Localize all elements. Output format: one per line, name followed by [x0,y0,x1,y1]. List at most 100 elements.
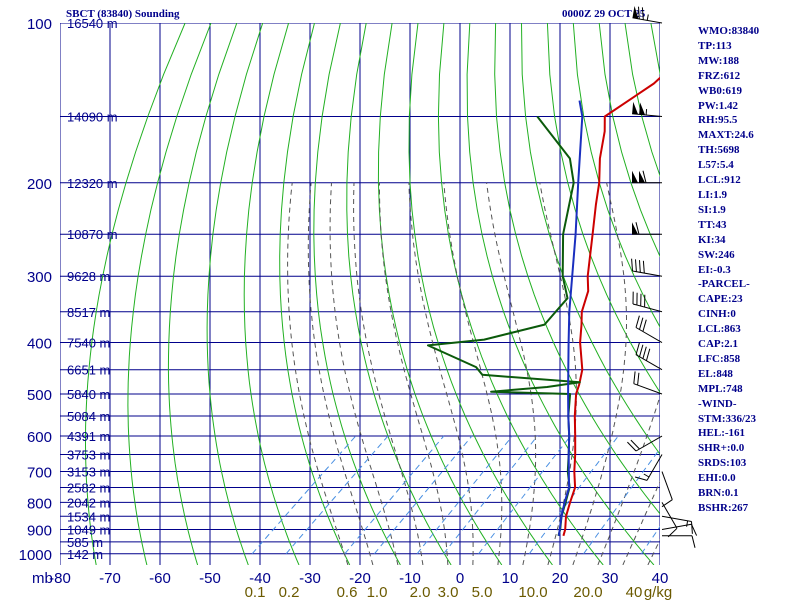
moist-adiabat-line [307,182,374,565]
height-label: 585 m [67,535,103,550]
sounding-index-item: EI:-0.3 [698,263,731,276]
sounding-index-item: SHR+:0.0 [698,442,745,455]
sounding-index-item: CINH:0 [698,308,736,321]
wind-barb [661,515,693,534]
sounding-index-item: WB0:619 [698,84,742,97]
sounding-index-item: SW:246 [698,248,735,261]
mixing-ratio-line [528,435,619,555]
moist-adiabat-line [443,182,503,565]
height-label: 5840 m [67,387,110,402]
sounding-index-item: LI:1.9 [698,188,728,201]
sounding-index-item: RH:95.5 [698,114,738,127]
dry-adiabat-line [437,23,604,565]
pressure-tick-label: 200 [27,176,52,193]
sounding-index-item: EHI:0.0 [698,472,736,485]
temperature-tick-label: 40 [652,570,669,587]
sounding-index-item: -WIND- [698,397,737,410]
wind-barb [634,454,663,481]
height-label: 1049 m [67,522,110,537]
dry-adiabat-line [377,23,503,565]
moist-adiabat-line [622,480,660,565]
sounding-index-item: STM:336/23 [698,412,757,425]
sounding-index-item: BRN:0.1 [698,487,739,500]
mixing-ratio-line [374,435,473,555]
sounding-index-item: TP:113 [698,39,732,52]
dry-adiabat-line [494,23,660,515]
mixing-ratio-line [583,447,660,555]
sounding-index-item: MW:188 [698,54,739,67]
moist-adiabat-line [378,182,449,565]
wind-barb [631,222,663,235]
sounding-index-item: SRDS:103 [698,457,747,470]
sounding-index-item: CAP:2.1 [698,338,739,351]
pressure-tick-label: 700 [27,465,52,482]
dry-adiabat-line [754,23,800,565]
sounding-index-item: LCL:863 [698,323,741,336]
height-label: 2582 m [67,480,110,495]
dry-adiabat-line [408,23,553,565]
dry-adiabat-line [521,23,660,456]
wind-barb [632,101,663,117]
sounding-index-item: BSHR:267 [698,502,749,514]
height-label: 10870 m [67,227,118,242]
temperature-tick-label: -20 [349,570,371,587]
moist-adiabat-line [597,394,660,565]
temperature-tick-label: -40 [249,570,271,587]
moist-adiabat-line [329,182,399,565]
sounding-index-item: TH:5698 [698,144,740,157]
temperature-tick-label: 10 [502,570,519,587]
height-label: 2042 m [67,495,110,510]
height-label: 12320 m [67,176,118,191]
moist-adiabat-line [353,182,424,565]
temperature-tick-label: -30 [299,570,321,587]
wind-barb-layer [627,6,698,548]
sounding-time: 0000Z 29 OCT 25 [562,8,646,20]
wind-barb [661,471,673,508]
data-layer [427,76,660,537]
wind-barb [631,258,663,277]
wind-barb [635,342,663,371]
pressure-tick-label: 300 [27,269,52,286]
wind-barb [632,291,663,313]
mixing-ratio-label: 1.0 [367,584,388,600]
mixing-ratio-label: 10.0 [518,584,547,600]
temperature-tick-label: -50 [199,570,221,587]
dry-adiabat-line [346,23,452,565]
mixing-ratio-label: 40 [626,584,643,600]
parcel-profile-line [557,100,584,536]
dry-adiabat-line [780,23,800,565]
sounding-index-item: MAXT:24.6 [698,129,754,142]
pressure-tick-label: 600 [27,429,52,446]
dry-adiabat-line [206,23,264,565]
moist-adiabat-line [486,182,537,565]
temperature-tick-label: -60 [149,570,171,587]
pressure-tick-label: 100 [27,16,52,33]
sounding-index-item: L57:5.4 [698,159,734,172]
sounding-index-item: SI:1.9 [698,203,726,216]
wind-barb [631,170,663,184]
mixing-ratio-label: 20.0 [573,584,602,600]
sounding-index-item: LFC:858 [698,352,741,365]
height-label: 7540 m [67,336,110,351]
dry-adiabat-line [243,23,300,565]
temperature-profile-line [562,76,660,537]
temperature-tick-label: -10 [399,570,421,587]
height-label: 6651 m [67,363,110,378]
dry-adiabat-line [598,23,660,258]
height-label: 142 m [67,547,103,562]
mixing-ratio-line [251,435,357,555]
moist-adiabat-line [539,182,577,565]
pressure-tick-label: 800 [27,495,52,512]
dry-adiabat-line [167,23,238,565]
sounding-index-item: PW:1.42 [698,99,739,112]
sounding-index-item: WMO:83840 [698,25,760,37]
height-label: 16540 m [67,16,118,31]
temperature-tick-label: 30 [602,570,619,587]
pressure-tick-label: 1000 [19,547,52,564]
dry-adiabat-line [279,23,351,565]
wind-barb [661,523,698,536]
pressure-axis-label: mb [32,570,53,587]
wind-barb [627,435,663,452]
wind-barb [661,502,678,538]
grid-layer [60,23,800,565]
